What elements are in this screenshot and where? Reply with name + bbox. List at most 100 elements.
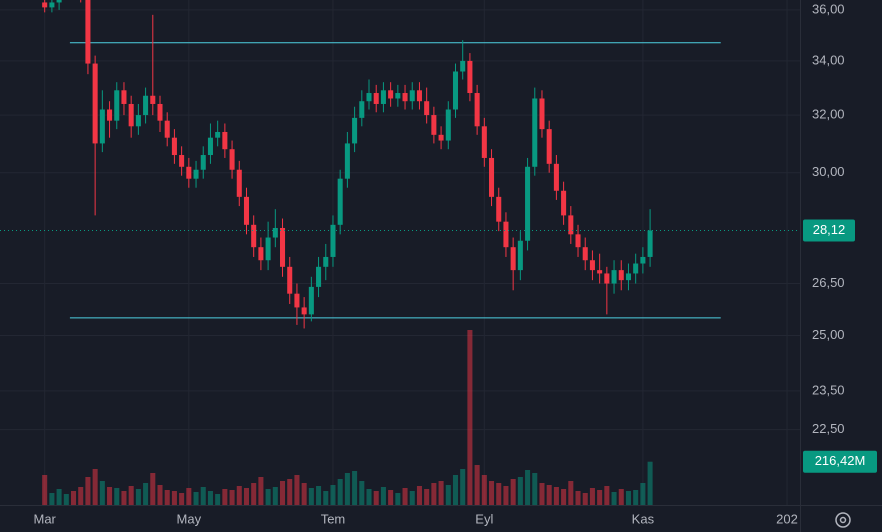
volume-bar (532, 473, 538, 505)
volume-bar (611, 492, 617, 505)
candle-body (589, 260, 595, 271)
candle-body (460, 60, 466, 72)
y-tick-label: 22,50 (812, 421, 845, 436)
volume-bar (496, 483, 502, 505)
volume-bar (215, 494, 221, 505)
candle-body (510, 247, 516, 271)
settings-icon[interactable] (835, 512, 851, 528)
volume-bar (193, 492, 199, 505)
volume-bar (460, 469, 466, 505)
volume-bar (308, 488, 314, 505)
candle-body (352, 117, 358, 144)
volume-bar (49, 493, 55, 505)
candle-body (402, 93, 408, 102)
volume-bar (56, 489, 62, 505)
volume-bar (618, 489, 624, 505)
x-tick-label: May (177, 511, 202, 526)
volume-bar (510, 479, 516, 505)
candle-body (359, 101, 365, 118)
candle-body (179, 155, 185, 167)
volume-bar (301, 483, 307, 505)
volume-bar (525, 470, 531, 505)
volume-bar (135, 489, 141, 505)
volume-bar (604, 486, 610, 505)
volume-bar (402, 488, 408, 505)
candle-body (380, 90, 386, 104)
candle-body (539, 98, 545, 130)
volume-bar (121, 491, 127, 505)
candle-body (272, 227, 278, 238)
y-tick-label: 26,50 (812, 275, 845, 290)
volume-bar (546, 485, 552, 505)
candle-body (496, 196, 502, 222)
volume-bar (481, 475, 487, 505)
candle-body (481, 126, 487, 158)
volume-bar (344, 473, 350, 505)
volume-bar (597, 490, 603, 505)
candle-body (431, 115, 437, 135)
volume-bar (409, 491, 415, 505)
candle-body (164, 120, 170, 138)
candle-body (150, 95, 156, 104)
candle-body (582, 247, 588, 261)
volume-bar (337, 479, 343, 505)
candle-body (222, 131, 228, 150)
volume-bar (633, 490, 639, 505)
volume-bar (78, 487, 84, 505)
volume-bar (452, 475, 459, 505)
x-tick-label: Kas (632, 511, 655, 526)
candle-body (553, 163, 559, 191)
volume-bar (114, 488, 120, 505)
volume-bar (63, 494, 69, 505)
volume-bar (647, 461, 653, 505)
settings-core (839, 516, 847, 524)
volume-bar (200, 487, 206, 505)
last-price-label: 28,12 (813, 222, 846, 237)
volume-bar (388, 490, 394, 505)
candle-body (503, 221, 509, 248)
candle-body (121, 90, 127, 104)
volume-bar (229, 490, 235, 505)
candle-body (416, 90, 422, 102)
candle-body (56, 0, 62, 3)
candle-body (344, 143, 350, 179)
candle-body (604, 273, 610, 284)
x-tick-label: Eyl (475, 511, 493, 526)
candle-body (280, 227, 286, 267)
candle-body (517, 240, 523, 271)
volume-bar (236, 486, 242, 505)
volume-bar (445, 485, 451, 505)
axis-labels: 22,50 23,50 25,00 26,50 30,00 32,00 34,00 36,00… (33, 1, 877, 526)
settings-ring (835, 512, 851, 528)
volume-bar (128, 486, 134, 505)
candle-body (438, 134, 444, 141)
volume-bar (431, 483, 437, 505)
volume-bar (70, 491, 77, 505)
candle-body (85, 0, 91, 64)
volume-bar (424, 489, 430, 505)
candle-body (114, 90, 120, 121)
candle-body (568, 215, 574, 235)
candle-body (337, 178, 343, 225)
candle-body (532, 98, 538, 167)
volume-bar (575, 491, 581, 505)
volume-bar (330, 485, 336, 505)
volume-bar (352, 471, 358, 505)
candle-body (157, 103, 163, 121)
candle-body (561, 190, 567, 216)
candle-body (236, 169, 242, 197)
volume-bar (553, 487, 559, 505)
candle-body (424, 101, 430, 116)
candle-body (575, 234, 581, 248)
candle-body (135, 115, 141, 127)
x-tick-label: Mar (33, 511, 56, 526)
volume-bar (222, 489, 228, 505)
candle-body (186, 166, 192, 179)
volume-bar (258, 477, 264, 505)
candle-body (308, 286, 314, 315)
volume-bar (625, 491, 631, 505)
candle-body (388, 90, 394, 99)
volume-bar (438, 481, 444, 505)
volume-bar (186, 488, 192, 505)
volume-bar (474, 465, 480, 505)
